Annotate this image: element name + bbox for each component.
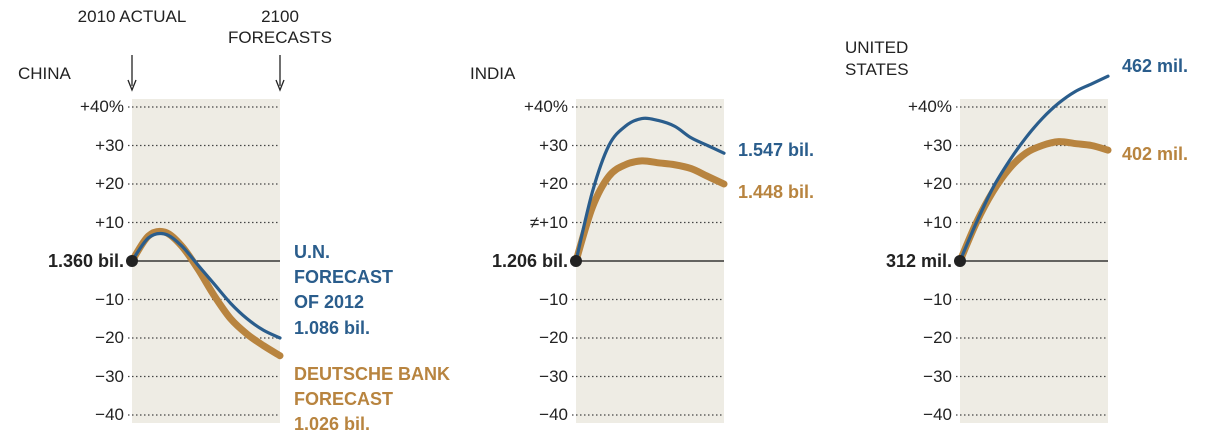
series-label: 1.448 bil. — [738, 180, 858, 205]
end-value-label: 1.448 bil. — [738, 182, 815, 202]
y-tick-label: +30 — [539, 135, 568, 155]
y-tick-label: 1.206 bil. — [491, 251, 568, 271]
series-label: 462 mil. — [1122, 54, 1220, 79]
start-dot — [570, 255, 582, 267]
y-tick-label: −10 — [923, 289, 952, 309]
end-value-label: 402 mil. — [1122, 144, 1189, 164]
legend-entry: U.N. FORECAST OF 2012 — [294, 242, 393, 313]
start-dot — [954, 255, 966, 267]
y-tick-label: −20 — [923, 328, 952, 347]
end-value-label: 1.026 bil. — [294, 414, 371, 435]
y-tick-label: −30 — [539, 366, 568, 386]
legend-entry: DEUTSCHE BANK FORECAST — [294, 364, 451, 410]
y-tick-label: 1.360 bil. — [47, 251, 124, 271]
y-tick-label: +20 — [539, 174, 568, 193]
y-tick-label: +30 — [923, 135, 952, 155]
series-line — [572, 157, 728, 265]
y-tick-label: +40% — [908, 97, 952, 116]
y-tick-label: −30 — [923, 366, 952, 386]
y-tick-label: −20 — [95, 328, 124, 347]
y-tick-label: ≠+10 — [529, 212, 568, 232]
y-tick-label: +10 — [923, 212, 952, 232]
x-tick-label: 2100 FORECASTS — [228, 7, 332, 48]
y-tick-label: +10 — [95, 212, 124, 232]
y-tick-label: −30 — [95, 366, 124, 386]
y-tick-label: +20 — [923, 174, 952, 193]
y-tick-label: +40% — [80, 97, 124, 116]
x-tick-label: 2010 ACTUAL — [77, 7, 187, 26]
series-line — [130, 231, 282, 340]
y-tick-label: −40 — [95, 405, 124, 424]
y-tick-label: 312 mil. — [885, 251, 952, 271]
panel-title: CHINA — [18, 64, 71, 83]
x-tick-arrowhead — [127, 79, 137, 92]
y-tick-label: +20 — [95, 174, 124, 193]
series-line — [574, 116, 726, 263]
y-tick-label: −20 — [539, 328, 568, 347]
y-tick-label: −10 — [539, 289, 568, 309]
x-tick-arrowhead — [275, 79, 285, 92]
panel-title: INDIA — [470, 64, 516, 83]
y-tick-label: +40% — [524, 97, 568, 116]
series-label: 1.547 bil. — [738, 138, 858, 163]
start-dot — [126, 255, 138, 267]
series-label: DEUTSCHE BANK FORECAST 1.026 bil. — [294, 362, 504, 438]
y-tick-label: −40 — [923, 405, 952, 424]
series-label: U.N. FORECAST OF 2012 1.086 bil. — [294, 240, 394, 341]
y-tick-label: −40 — [539, 405, 568, 424]
end-value-label: 1.086 bil. — [294, 317, 371, 338]
series-label: 402 mil. — [1122, 142, 1220, 167]
end-value-label: 462 mil. — [1122, 56, 1189, 76]
y-tick-label: +30 — [95, 135, 124, 155]
end-value-label: 1.547 bil. — [738, 140, 815, 160]
series-line — [128, 227, 284, 360]
panel-title: UNITED STATES — [845, 38, 909, 80]
y-tick-label: −10 — [95, 289, 124, 309]
series-line — [958, 74, 1110, 263]
